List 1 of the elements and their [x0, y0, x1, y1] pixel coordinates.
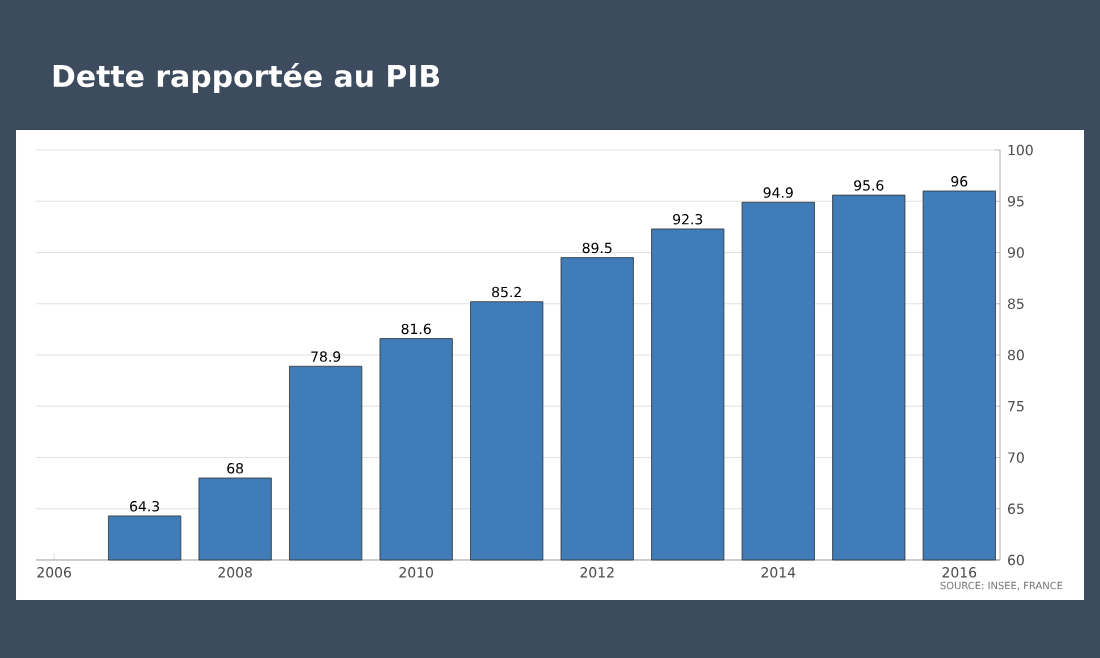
chart-title: Dette rapportée au PIB: [53, 62, 440, 94]
